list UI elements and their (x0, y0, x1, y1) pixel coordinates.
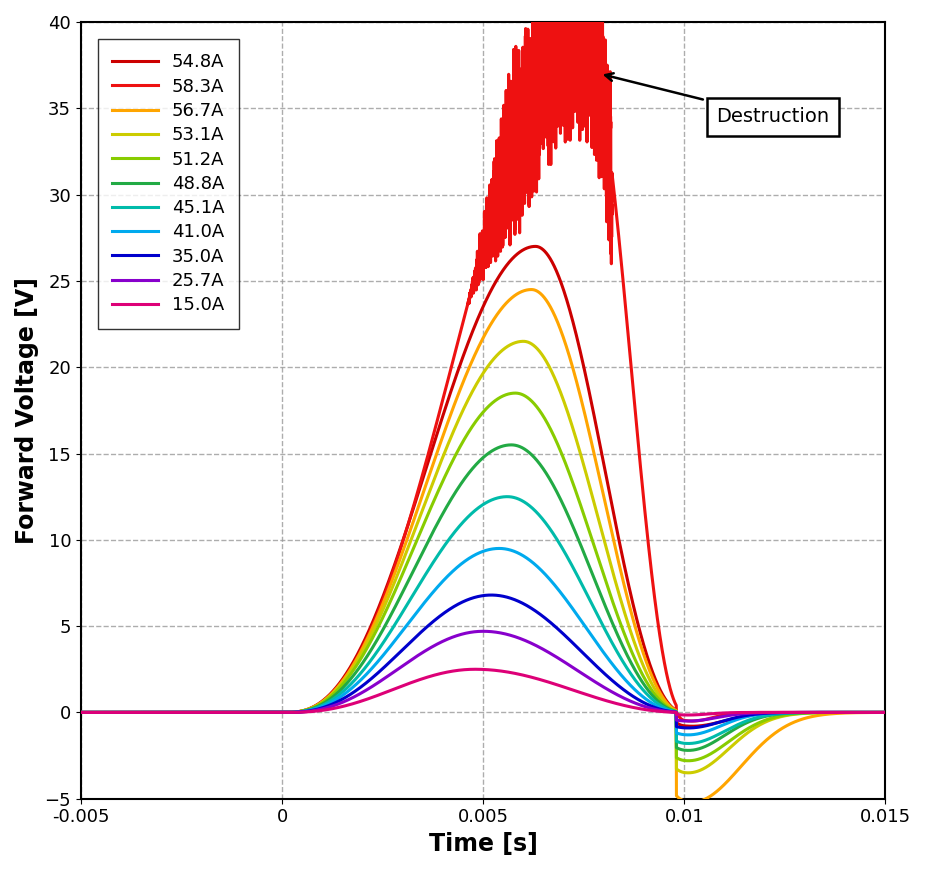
X-axis label: Time [s]: Time [s] (429, 832, 538, 856)
Legend: 54.8A, 58.3A, 56.7A, 53.1A, 51.2A, 48.8A, 45.1A, 41.0A, 35.0A, 25.7A, 15.0A: 54.8A, 58.3A, 56.7A, 53.1A, 51.2A, 48.8A… (98, 39, 239, 329)
Text: Destruction: Destruction (606, 73, 830, 126)
Y-axis label: Forward Voltage [V]: Forward Voltage [V] (15, 277, 39, 544)
